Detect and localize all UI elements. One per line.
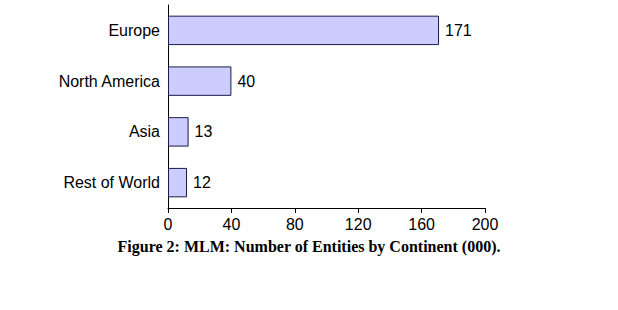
svg-text:200: 200	[472, 216, 499, 233]
svg-text:80: 80	[286, 216, 304, 233]
svg-text:40: 40	[237, 73, 255, 90]
svg-text:40: 40	[223, 216, 241, 233]
svg-text:12: 12	[193, 174, 211, 191]
svg-text:13: 13	[195, 123, 213, 140]
svg-text:Europe: Europe	[108, 22, 160, 39]
svg-text:0: 0	[164, 216, 173, 233]
svg-text:Figure 2: MLM: Number of Entit: Figure 2: MLM: Number of Entities by Con…	[118, 238, 501, 256]
svg-text:120: 120	[345, 216, 372, 233]
svg-text:Rest of World: Rest of World	[63, 174, 160, 191]
svg-text:Asia: Asia	[129, 123, 160, 140]
svg-text:171: 171	[445, 22, 472, 39]
svg-text:North America: North America	[59, 73, 160, 90]
svg-text:160: 160	[408, 216, 435, 233]
